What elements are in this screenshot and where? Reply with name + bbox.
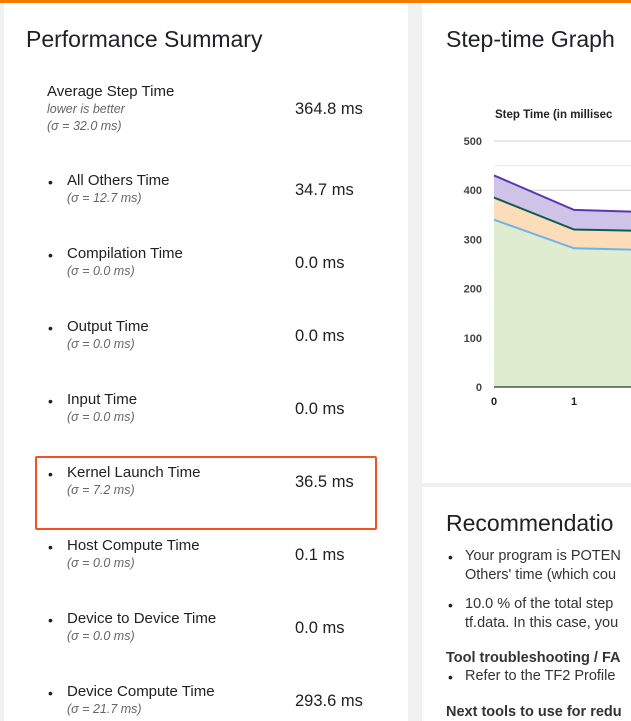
metric-sigma: (σ = 0.0 ms) (67, 629, 135, 643)
metric-sigma: (σ = 21.7 ms) (67, 702, 142, 716)
recommendation-title: Recommendatio (446, 510, 614, 536)
step-time-graph-card: Step-time Graph Step Time (in millisec 0 1… (422, 3, 631, 483)
series-area-1 (494, 197, 631, 250)
series-line-1 (493, 196, 631, 232)
highlight-box (35, 456, 377, 530)
graph-title: Step-time Graph (446, 26, 615, 52)
bullet: • (48, 612, 53, 628)
bullet: • (48, 320, 53, 336)
bullet: • (48, 247, 53, 263)
y-tick-label: 400 (464, 185, 482, 197)
performance-summary-title: Performance Summary (26, 26, 263, 52)
metric-sigma: (σ = 12.7 ms) (67, 191, 142, 205)
metric-value: 0.0 ms (295, 327, 345, 345)
metric-value: 0.0 ms (295, 400, 345, 418)
performance-summary-card: Performance Summary Average Step Time lo… (4, 3, 408, 721)
bullet: • (48, 539, 53, 555)
chart-title: Step Time (in millisec (495, 109, 613, 121)
y-tick-label: 300 (464, 234, 482, 246)
average-sigma: (σ = 32.0 ms) (47, 119, 122, 133)
bullet: • (48, 393, 53, 409)
metric-sigma: (σ = 0.0 ms) (67, 410, 135, 424)
chart-svg: Step Time (in millisec 0 100 200 300 400 500 0 1 (464, 109, 631, 408)
series-area-2 (494, 175, 631, 231)
y-tick-label: 500 (464, 136, 482, 148)
metric-label: Compilation Time (67, 245, 183, 262)
series-area-0 (494, 219, 631, 387)
recommendation-card: Recommendatio • Your program is POTEN Ot… (422, 487, 631, 721)
metric-label: Device to Device Time (67, 610, 217, 627)
average-step-time-label: Average Step Time (47, 83, 175, 100)
bullet: • (448, 549, 453, 565)
metric-label: All Others Time (67, 172, 170, 189)
metric-value: 0.0 ms (295, 619, 345, 637)
next-tools-heading: Next tools to use for redu (446, 704, 622, 720)
x-tick-label: 0 (491, 396, 497, 408)
faq-heading: Tool troubleshooting / FA (446, 650, 621, 666)
faq-link[interactable]: Refer to the TF2 Profile (465, 668, 616, 684)
average-note: lower is better (47, 102, 125, 116)
bullet: • (48, 466, 53, 482)
series-line-2 (493, 174, 631, 213)
metric-sigma: (σ = 0.0 ms) (67, 556, 135, 570)
series-line-0 (493, 218, 631, 251)
metric-value: 293.6 ms (295, 692, 363, 710)
bullet: • (48, 685, 53, 701)
metric-label: Output Time (67, 318, 149, 335)
metric-sigma: (σ = 0.0 ms) (67, 337, 135, 351)
bullet: • (448, 597, 453, 613)
bullet: • (48, 174, 53, 190)
metric-value: 0.0 ms (295, 254, 345, 272)
metric-label: Host Compute Time (67, 537, 200, 554)
bullet: • (448, 669, 453, 685)
metric-value: 34.7 ms (295, 181, 354, 199)
average-value: 364.8 ms (295, 100, 363, 118)
metric-value: 0.1 ms (295, 546, 345, 564)
rec-text: Others' time (which cou (465, 567, 617, 583)
rec-text: 10.0 % of the total step (465, 596, 614, 612)
rec-text: tf.data. In this case, you (465, 615, 619, 631)
y-tick-label: 0 (476, 382, 482, 394)
metric-label: Input Time (67, 391, 138, 408)
step-time-chart: Step Time (in millisec 0 100 200 300 400 500 0 1 (422, 93, 631, 423)
y-tick-label: 200 (464, 284, 482, 296)
metric-sigma: (σ = 0.0 ms) (67, 264, 135, 278)
top-accent-bar (0, 0, 631, 3)
metric-sigma: (σ = 7.2 ms) (67, 483, 135, 497)
metric-label: Kernel Launch Time (67, 464, 201, 481)
metric-value: 36.5 ms (295, 473, 354, 491)
metric-label: Device Compute Time (67, 683, 215, 700)
y-tick-label: 100 (464, 333, 482, 345)
x-tick-label: 1 (571, 396, 577, 408)
rec-text: Your program is POTEN (465, 548, 621, 564)
